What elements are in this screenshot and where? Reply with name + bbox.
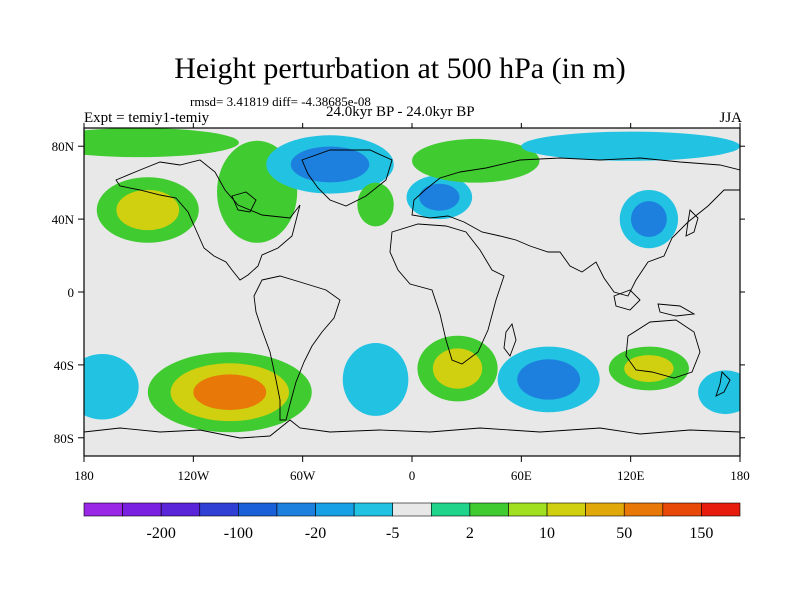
anomaly-contour (698, 370, 740, 415)
stats-label: rmsd= 3.41819 diff= -4.38685e-08 (190, 94, 371, 109)
colorbar-swatch (392, 502, 432, 517)
x-tick-label: 0 (409, 468, 416, 483)
coastline-north-america (115, 159, 301, 281)
anomaly-contour (290, 146, 370, 183)
coastline-borneo (613, 289, 641, 311)
colorbar-label: 10 (539, 525, 555, 542)
anomaly-contour (193, 374, 267, 411)
anomaly-layer (84, 128, 740, 433)
anomaly-contour (342, 343, 409, 416)
anomaly-contour (624, 355, 674, 382)
y-tick-label: 40N (52, 212, 75, 227)
colorbar-label: 50 (616, 525, 632, 542)
anomaly-contour (630, 201, 667, 238)
anomaly-contour (84, 128, 239, 158)
colorbar-swatch (701, 502, 741, 517)
anomaly-contour (412, 138, 540, 183)
colorbar-label: -100 (224, 525, 253, 542)
colorbar-swatch (546, 502, 586, 517)
x-tick-label: 120W (177, 468, 210, 483)
x-tick-label: 60E (511, 468, 532, 483)
season-label: JJA (719, 110, 742, 126)
x-tick-label: 60W (290, 468, 316, 483)
coastline-greenland (301, 149, 393, 207)
colorbar-swatch (585, 502, 625, 517)
colorbar-label: -20 (305, 525, 326, 542)
coastline-hudson-bay (231, 191, 257, 213)
y-tick-label: 80N (52, 139, 75, 154)
anomaly-contour (521, 131, 740, 161)
colorbar-swatch (199, 502, 239, 517)
axis-ticks: 180 120W 60W 0 60E 120E 180 80N 40N 0 40S 80S (52, 123, 750, 483)
coastline-new-zealand (715, 371, 731, 397)
y-tick-label: 40S (54, 358, 74, 373)
colorbar-label: 2 (466, 525, 474, 542)
y-tick-label: 80S (54, 431, 74, 446)
coastline-japan (685, 209, 699, 237)
colorbar-label: 150 (689, 525, 713, 542)
anomaly-contour (419, 183, 460, 211)
colorbar-swatch (662, 502, 702, 517)
coastline-eurasia (411, 157, 740, 297)
x-tick-label: 180 (74, 468, 94, 483)
colorbar-swatch (430, 502, 471, 517)
anomaly-contour (84, 353, 139, 420)
x-tick-label: 120E (617, 468, 645, 483)
coastline-africa (389, 223, 505, 365)
anomaly-contour (116, 189, 180, 231)
colorbar-swatch (353, 502, 394, 517)
chart-title: Height perturbation at 500 hPa (in m) (174, 52, 626, 85)
colorbar-label: -5 (386, 525, 399, 542)
colorbar-label: -200 (147, 525, 176, 542)
colorbar-swatch (276, 502, 316, 517)
anomaly-contour (517, 359, 581, 400)
coastline-new-guinea (657, 303, 696, 317)
colorbar-swatch (469, 502, 509, 517)
coastline-south-america (253, 275, 341, 421)
colorbar-swatch (160, 502, 201, 517)
y-tick-label: 0 (68, 285, 75, 300)
colorbar-swatch (238, 502, 278, 517)
coastline-australia (625, 319, 701, 379)
x-tick-label: 180 (730, 468, 750, 483)
period-label: 24.0kyr BP - 24.0kyr BP (326, 104, 475, 120)
colorbar-swatch (623, 502, 664, 517)
anomaly-contour (357, 182, 394, 227)
coastline-madagascar (503, 322, 517, 357)
coastline-layer (84, 149, 740, 439)
colorbar-swatch (508, 502, 548, 517)
colorbar-swatch (83, 502, 123, 517)
colorbar-swatch (315, 502, 355, 517)
colorbar-swatch (122, 502, 162, 517)
coastline-antarctica (84, 419, 740, 439)
experiment-label: Expt = temiy1-temiy (84, 110, 210, 126)
colorbar: -200 -100 -20 -5 2 10 50 150 (83, 502, 741, 542)
